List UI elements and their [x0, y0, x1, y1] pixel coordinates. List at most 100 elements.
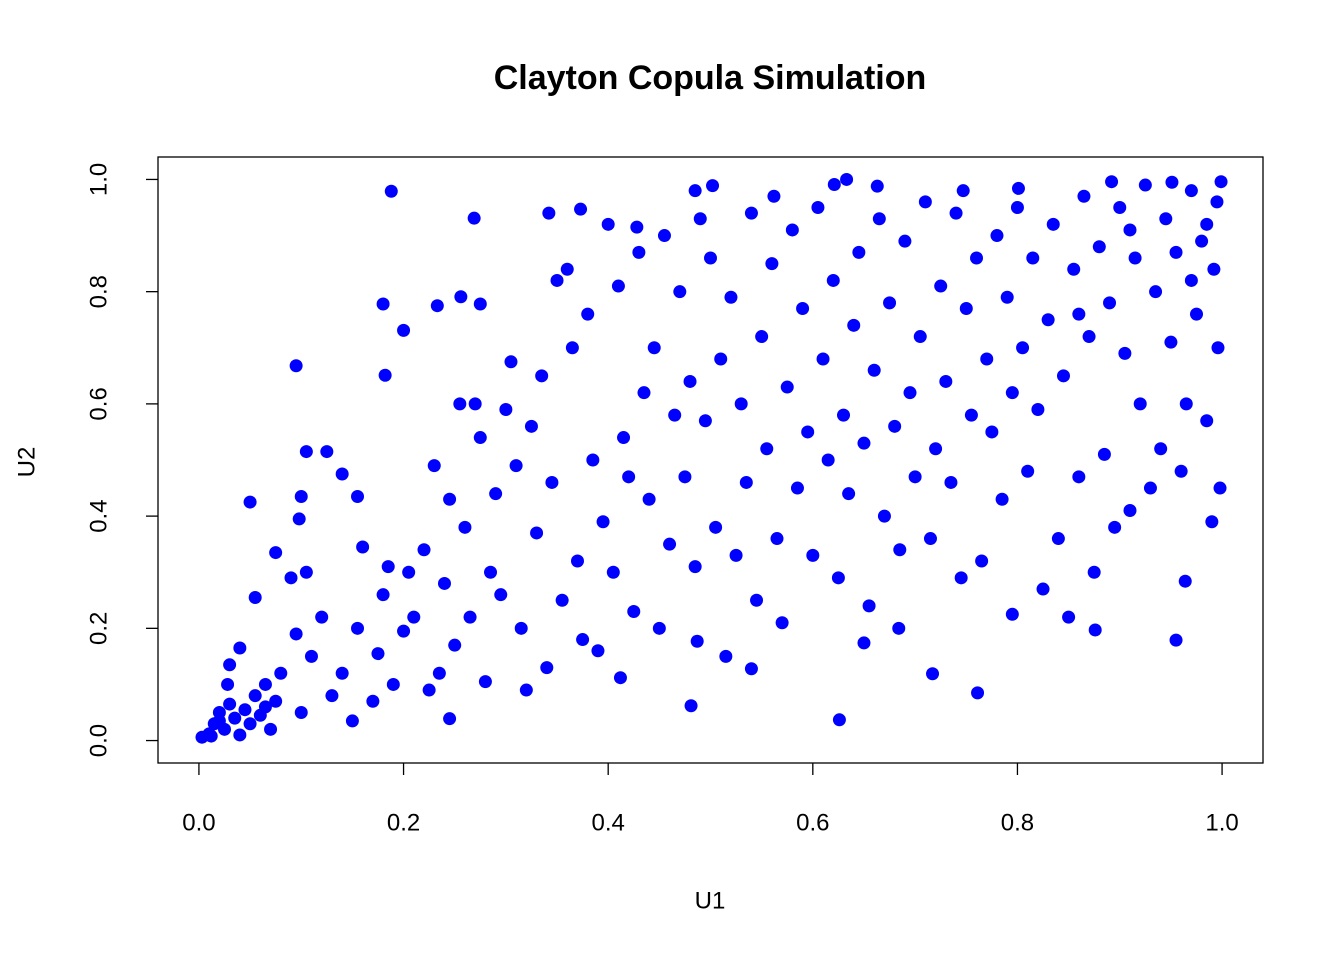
point — [1164, 335, 1178, 349]
point — [1174, 464, 1188, 478]
point — [432, 666, 446, 680]
point — [504, 355, 518, 369]
point — [223, 658, 237, 672]
point — [542, 206, 556, 220]
point — [765, 257, 779, 271]
point — [292, 512, 306, 526]
point — [1200, 217, 1214, 231]
point — [744, 206, 758, 220]
point — [601, 217, 615, 231]
point — [514, 621, 528, 635]
point — [892, 621, 906, 635]
point — [376, 297, 390, 311]
point — [990, 229, 1004, 243]
point — [596, 515, 610, 529]
point — [750, 593, 764, 607]
point — [1149, 285, 1163, 299]
point — [1062, 610, 1076, 624]
point — [560, 262, 574, 276]
point — [908, 470, 922, 484]
point — [1011, 181, 1025, 195]
x-tick-label: 0.8 — [1001, 809, 1034, 836]
point — [785, 223, 799, 237]
point — [294, 706, 308, 719]
point — [233, 728, 247, 742]
point — [1010, 201, 1024, 214]
point — [1041, 313, 1055, 327]
point — [443, 712, 457, 726]
point — [926, 667, 940, 681]
point — [1165, 175, 1179, 189]
point — [378, 368, 392, 382]
point — [827, 177, 841, 191]
point — [453, 397, 467, 411]
point — [714, 352, 728, 366]
point — [964, 408, 978, 422]
point — [683, 374, 697, 388]
point — [806, 548, 820, 562]
point — [678, 470, 692, 484]
point — [1184, 184, 1198, 198]
point — [540, 661, 554, 675]
point — [284, 571, 298, 585]
point — [652, 621, 666, 635]
point — [1082, 330, 1096, 344]
point — [238, 703, 252, 717]
point — [1118, 346, 1132, 360]
point — [755, 330, 769, 344]
point — [627, 605, 641, 618]
point — [857, 436, 871, 450]
point — [606, 565, 620, 579]
point — [1016, 341, 1030, 355]
point — [494, 588, 508, 602]
point — [458, 520, 472, 534]
point — [971, 686, 985, 700]
point — [934, 279, 948, 293]
y-tick-label: 0.2 — [85, 612, 112, 645]
point — [898, 234, 912, 248]
point — [351, 489, 365, 503]
point — [1026, 251, 1040, 265]
point — [269, 546, 283, 560]
point — [417, 543, 431, 557]
point — [642, 492, 656, 506]
point — [1046, 217, 1060, 231]
x-tick-label: 0.4 — [591, 809, 624, 836]
y-tick-label: 0.4 — [85, 499, 112, 532]
point — [243, 495, 257, 509]
point — [668, 408, 682, 422]
point — [832, 713, 846, 727]
point — [345, 714, 359, 728]
point — [821, 453, 835, 467]
point — [888, 419, 902, 433]
point — [1184, 273, 1198, 287]
point — [576, 633, 590, 647]
point — [299, 565, 313, 579]
plot-frame — [157, 156, 1264, 764]
point — [1103, 296, 1117, 310]
point — [760, 442, 774, 456]
point — [724, 290, 738, 304]
x-tick-label: 1.0 — [1205, 809, 1238, 836]
point — [430, 299, 444, 313]
point — [381, 560, 395, 574]
point — [1036, 582, 1050, 596]
point — [840, 172, 854, 186]
point — [407, 610, 421, 624]
point — [1143, 481, 1157, 495]
y-tick-label: 0.0 — [85, 724, 112, 757]
point — [637, 386, 651, 400]
y-tick-label: 1.0 — [85, 163, 112, 196]
point — [1210, 195, 1224, 209]
point — [248, 689, 262, 703]
point — [1179, 397, 1193, 411]
point — [923, 532, 937, 546]
point — [693, 212, 707, 226]
point — [729, 548, 743, 562]
point — [831, 571, 845, 585]
point — [954, 571, 968, 585]
point — [1087, 565, 1101, 579]
point — [1123, 504, 1137, 517]
point — [1128, 251, 1142, 265]
point — [698, 414, 712, 428]
